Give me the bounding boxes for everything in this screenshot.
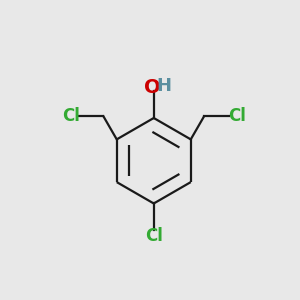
Text: O: O — [144, 78, 160, 97]
Text: Cl: Cl — [228, 107, 246, 125]
Text: H: H — [156, 77, 171, 95]
Text: Cl: Cl — [62, 107, 80, 125]
Text: Cl: Cl — [145, 227, 163, 245]
